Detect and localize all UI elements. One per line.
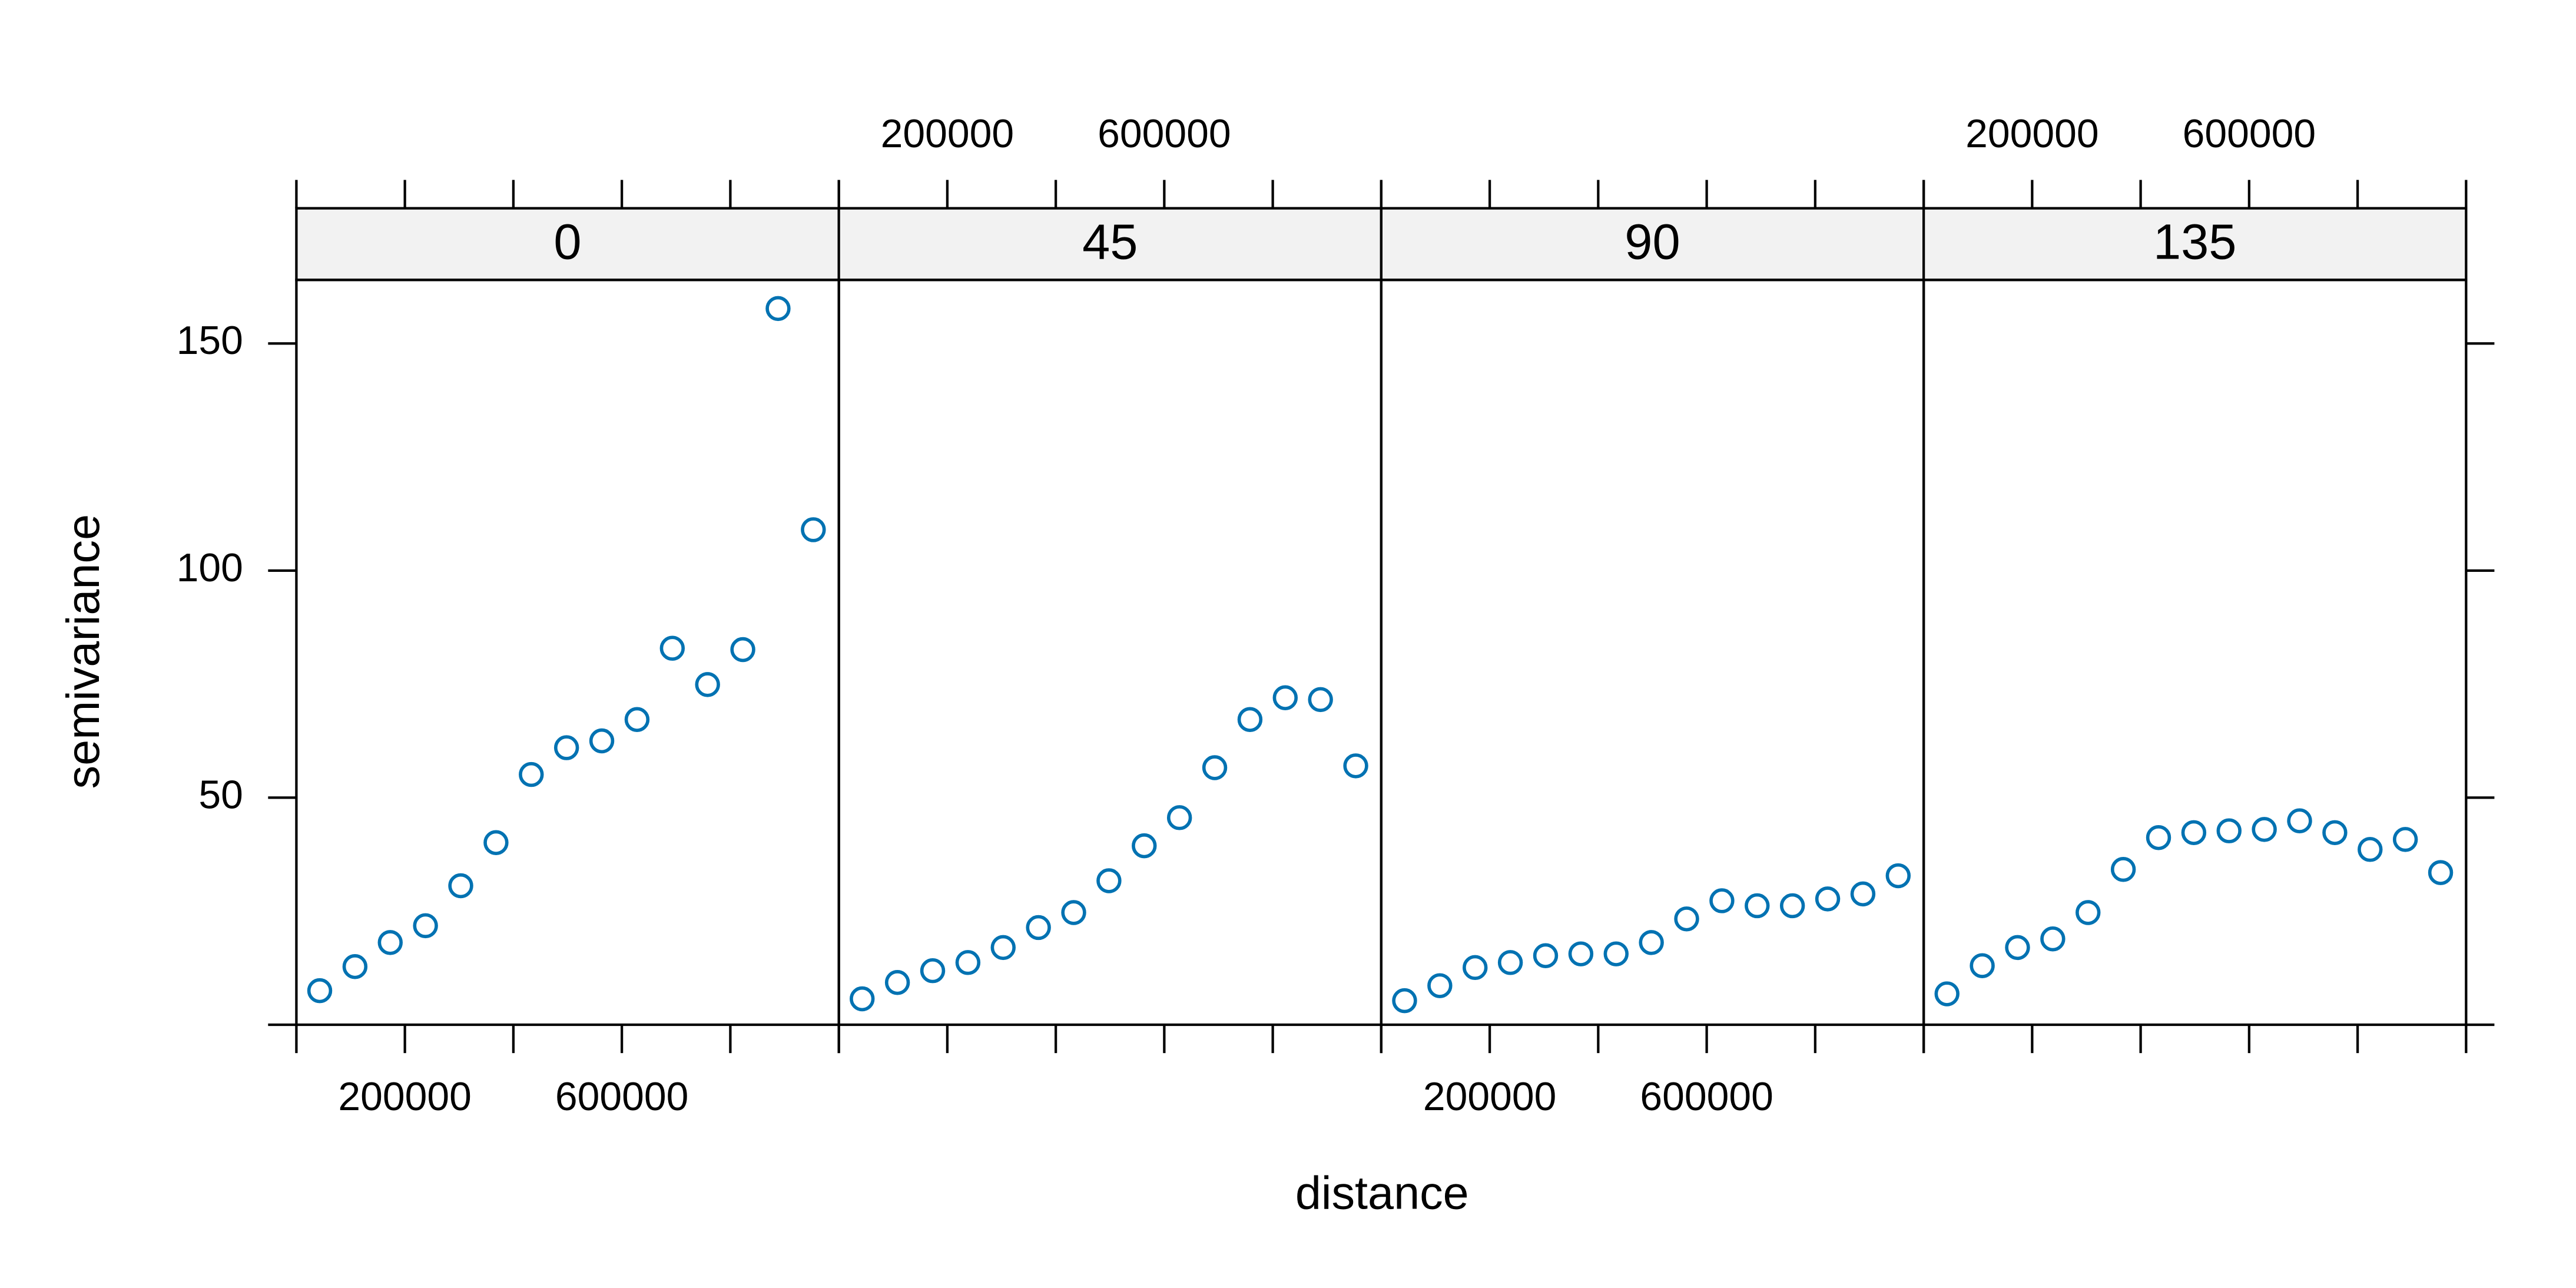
point xyxy=(730,637,755,663)
point xyxy=(448,873,473,899)
strip xyxy=(1380,207,1925,282)
point xyxy=(2076,900,2101,925)
point xyxy=(1709,888,1735,913)
point xyxy=(1308,687,1333,713)
point xyxy=(1026,915,1051,941)
y-tick-label: 50 xyxy=(198,773,243,817)
point xyxy=(1392,988,1417,1014)
point xyxy=(801,517,826,542)
point xyxy=(589,728,615,754)
y-tick-label: 150 xyxy=(177,319,243,363)
point xyxy=(1970,953,1995,978)
x-tick-label: 600000 xyxy=(2183,112,2316,156)
point xyxy=(1463,955,1488,981)
point xyxy=(1061,900,1086,925)
x-tick-label: 200000 xyxy=(1423,1075,1556,1119)
point xyxy=(2428,860,2454,885)
point xyxy=(850,986,875,1012)
strip-label: 45 xyxy=(1082,214,1138,270)
strip xyxy=(1922,207,2468,282)
point xyxy=(2181,820,2207,846)
point xyxy=(1166,805,1192,830)
point xyxy=(1850,881,1876,907)
y-axis-title: semivariance xyxy=(57,514,109,789)
point xyxy=(1096,868,1122,893)
strip xyxy=(837,207,1383,282)
point xyxy=(1779,893,1805,919)
panel xyxy=(1380,279,1925,1027)
point xyxy=(1568,941,1594,966)
point xyxy=(1815,886,1841,912)
strip-label: 0 xyxy=(553,214,581,270)
point xyxy=(2287,808,2312,833)
y-tick-label: 100 xyxy=(177,546,243,590)
point xyxy=(307,978,333,1004)
point xyxy=(884,970,910,995)
point xyxy=(1745,893,1770,919)
x-axis-title: distance xyxy=(1295,1166,1469,1219)
point xyxy=(1237,707,1263,732)
x-tick-label: 200000 xyxy=(338,1075,471,1119)
point xyxy=(695,672,720,697)
point xyxy=(553,735,579,760)
point xyxy=(1497,950,1523,975)
point xyxy=(2005,935,2030,961)
point xyxy=(2216,818,2242,843)
point xyxy=(377,930,403,955)
point xyxy=(1533,943,1559,968)
point xyxy=(1343,753,1368,779)
panel xyxy=(1922,279,2468,1027)
point xyxy=(2392,827,2418,852)
point xyxy=(955,950,981,975)
x-tick-label: 600000 xyxy=(1098,112,1231,156)
point xyxy=(2252,817,2277,842)
strip xyxy=(295,207,840,282)
point xyxy=(920,958,946,984)
point xyxy=(1934,981,1960,1006)
point xyxy=(2358,837,2383,862)
x-tick-label: 200000 xyxy=(1965,112,2098,156)
point xyxy=(1674,906,1699,932)
x-tick-label: 200000 xyxy=(881,112,1014,156)
point xyxy=(1639,930,1664,955)
point xyxy=(1427,973,1453,998)
point xyxy=(519,761,544,787)
point xyxy=(2110,857,2136,882)
point xyxy=(765,296,791,322)
point xyxy=(659,635,685,661)
panel xyxy=(837,279,1383,1027)
point xyxy=(1885,863,1911,889)
point xyxy=(2146,825,2171,850)
point xyxy=(624,707,650,732)
panel xyxy=(295,279,840,1027)
point xyxy=(2040,926,2066,952)
point xyxy=(1603,941,1629,966)
point xyxy=(1272,685,1298,710)
point xyxy=(413,913,438,939)
point xyxy=(342,954,368,979)
point xyxy=(1202,755,1228,780)
point xyxy=(1132,833,1157,859)
strip-label: 135 xyxy=(2153,214,2237,270)
point xyxy=(483,830,509,855)
x-tick-label: 600000 xyxy=(555,1075,688,1119)
x-tick-label: 600000 xyxy=(1640,1075,1773,1119)
point xyxy=(2322,820,2348,846)
point xyxy=(990,935,1016,961)
strip-label: 90 xyxy=(1624,214,1680,270)
